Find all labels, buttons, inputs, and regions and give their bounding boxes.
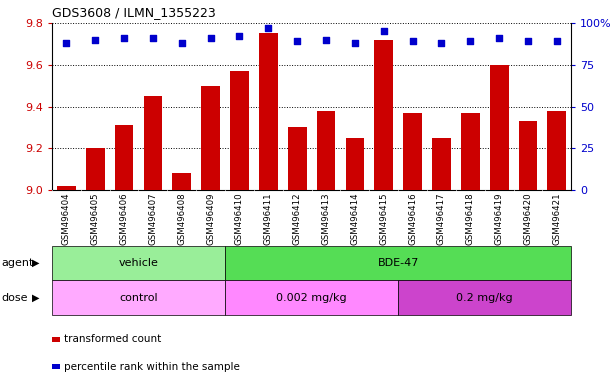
Bar	[259, 33, 278, 190]
Point	[206, 35, 216, 41]
Point	[379, 28, 389, 35]
Text: 0.002 mg/kg: 0.002 mg/kg	[276, 293, 347, 303]
Text: vehicle: vehicle	[119, 258, 158, 268]
Point	[148, 35, 158, 41]
Text: GSM496413: GSM496413	[321, 193, 331, 245]
Bar	[115, 125, 133, 190]
Point	[263, 25, 273, 31]
Text: transformed count: transformed count	[64, 334, 161, 344]
Point	[408, 38, 417, 45]
Bar	[432, 138, 451, 190]
Text: GSM496415: GSM496415	[379, 193, 388, 245]
Point	[437, 40, 447, 46]
Bar	[461, 113, 480, 190]
Text: GSM496408: GSM496408	[177, 193, 186, 245]
Bar	[230, 71, 249, 190]
Point	[292, 38, 302, 45]
Text: GSM496412: GSM496412	[293, 193, 302, 245]
Text: dose: dose	[1, 293, 27, 303]
Bar	[375, 40, 393, 190]
Point	[62, 40, 71, 46]
Text: GSM496411: GSM496411	[264, 193, 273, 245]
Text: GSM496410: GSM496410	[235, 193, 244, 245]
Text: GSM496405: GSM496405	[90, 193, 100, 245]
Point	[552, 38, 562, 45]
Point	[90, 36, 100, 43]
Bar	[172, 173, 191, 190]
Bar	[144, 96, 163, 190]
Text: GSM496407: GSM496407	[148, 193, 158, 245]
Bar	[519, 121, 538, 190]
Text: GSM496417: GSM496417	[437, 193, 446, 245]
Bar	[345, 138, 364, 190]
Point	[321, 36, 331, 43]
Text: GSM496420: GSM496420	[524, 193, 533, 245]
Point	[119, 35, 129, 41]
Text: ▶: ▶	[32, 258, 39, 268]
Text: GSM496419: GSM496419	[495, 193, 503, 245]
Text: agent: agent	[1, 258, 34, 268]
Text: ▶: ▶	[32, 293, 39, 303]
Bar	[86, 148, 104, 190]
Bar	[288, 127, 307, 190]
Text: GSM496421: GSM496421	[552, 193, 562, 245]
Bar	[490, 65, 508, 190]
Text: GSM496416: GSM496416	[408, 193, 417, 245]
Point	[177, 40, 187, 46]
Text: GDS3608 / ILMN_1355223: GDS3608 / ILMN_1355223	[52, 6, 216, 19]
Text: control: control	[119, 293, 158, 303]
Text: GSM496418: GSM496418	[466, 193, 475, 245]
Text: percentile rank within the sample: percentile rank within the sample	[64, 362, 240, 372]
Bar	[201, 86, 220, 190]
Text: 0.2 mg/kg: 0.2 mg/kg	[456, 293, 513, 303]
Point	[466, 38, 475, 45]
Text: GSM496414: GSM496414	[350, 193, 359, 245]
Text: GSM496404: GSM496404	[62, 193, 71, 245]
Bar	[403, 113, 422, 190]
Point	[494, 35, 504, 41]
Point	[523, 38, 533, 45]
Text: GSM496406: GSM496406	[120, 193, 128, 245]
Bar	[57, 186, 76, 190]
Point	[235, 33, 244, 40]
Bar	[547, 111, 566, 190]
Point	[350, 40, 360, 46]
Bar	[316, 111, 335, 190]
Text: GSM496409: GSM496409	[206, 193, 215, 245]
Text: BDE-47: BDE-47	[378, 258, 419, 268]
